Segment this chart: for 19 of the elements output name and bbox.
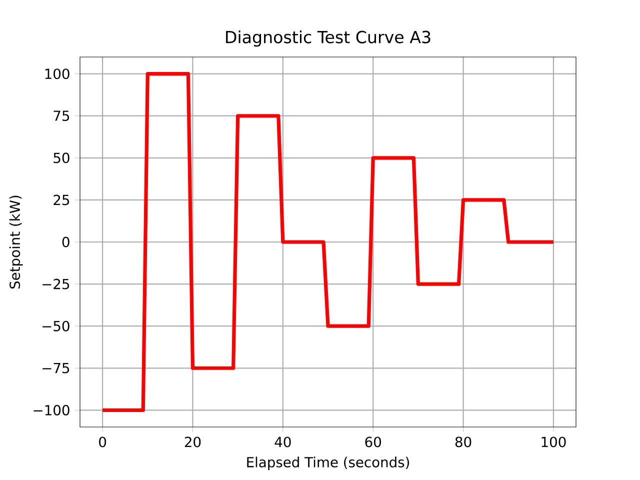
x-tick-label: 60 [365,436,381,448]
chart-title: Diagnostic Test Curve A3 [226,30,430,47]
y-tick-label: −75 [42,362,70,374]
y-tick-label: −100 [34,404,70,416]
x-axis-title: Elapsed Time (seconds) [247,456,410,470]
y-tick-label: 0 [62,236,70,248]
y-tick-label: 50 [54,152,70,164]
y-tick-label: 25 [54,194,70,206]
y-tick-label: 75 [54,110,70,122]
x-tick-label: 0 [99,436,106,448]
line-series [100,72,556,412]
x-tick-label: 20 [184,436,201,448]
x-tick-label: 100 [542,436,566,448]
y-tick-label: −50 [42,320,70,332]
y-tick-label: −25 [42,278,70,290]
y-tick-label: 100 [45,68,70,80]
x-tick-label: 80 [455,436,472,448]
y-axis-title: Setpoint (kW) [9,196,23,289]
x-tick-label: 40 [274,436,291,448]
